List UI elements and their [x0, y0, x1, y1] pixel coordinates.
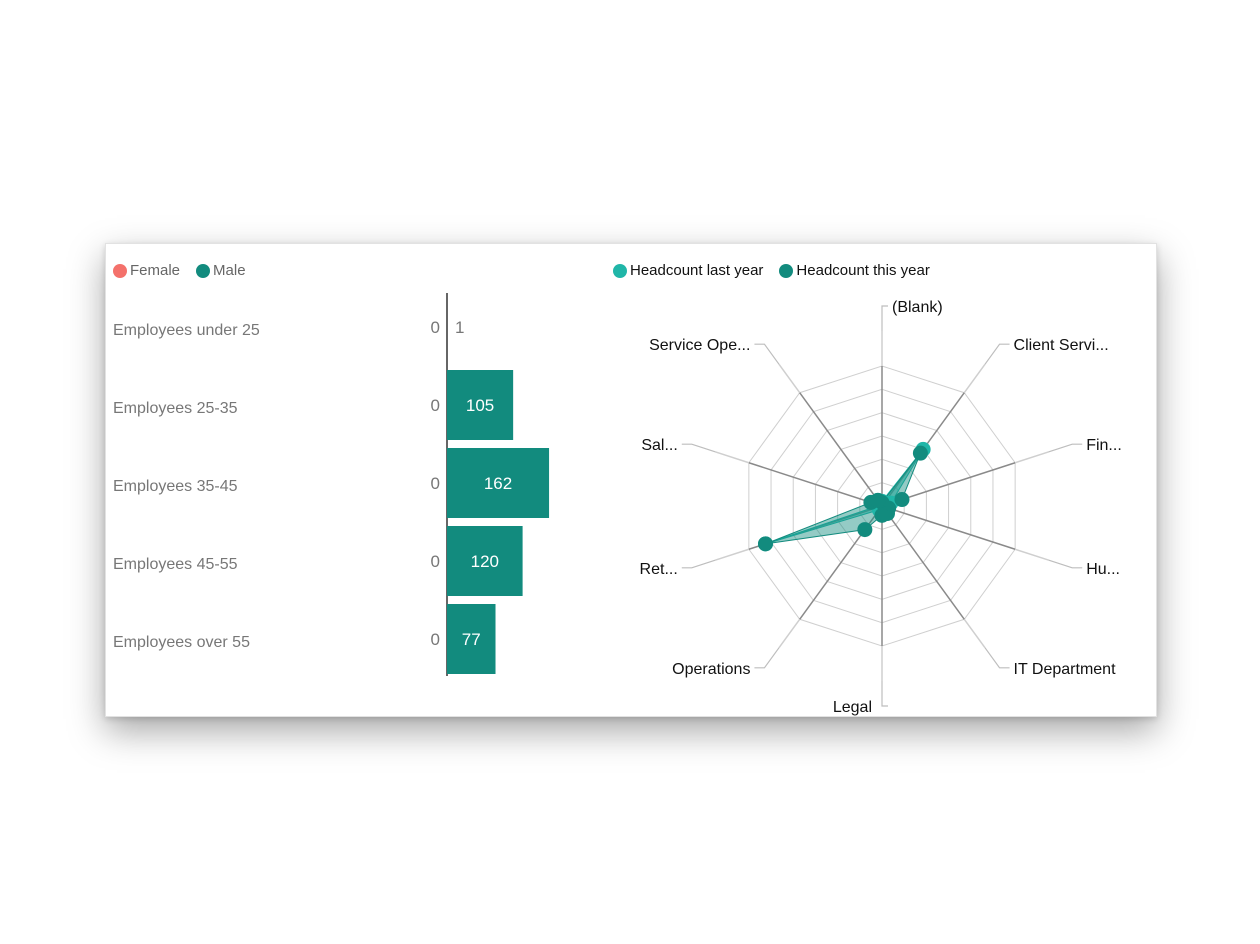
radar-label-leader [754, 647, 780, 669]
radar-axis-extension [963, 363, 986, 394]
female-value-label: 0 [431, 318, 440, 337]
this-year-legend-dot [779, 263, 794, 278]
radar-point-this-year[interactable] [874, 507, 890, 523]
last-year-legend-dot [613, 263, 627, 278]
male-value-label: 162 [484, 474, 512, 493]
radar-axis-label: Legal [833, 699, 872, 716]
male-bar[interactable] [447, 448, 550, 518]
radar-axis-label: Sal... [641, 437, 677, 454]
legend-item-female[interactable]: Female [113, 262, 180, 279]
radar-axis-label: (Blank) [892, 299, 943, 316]
male-bar[interactable] [447, 604, 496, 674]
radar-point-this-year[interactable] [757, 536, 773, 552]
radar-chart: (Blank) Client Servi... Fin... Hu... IT Depa… [640, 299, 1122, 716]
male-value-label: 105 [466, 396, 494, 415]
female-value-label: 0 [431, 474, 440, 493]
radar-label-leader [881, 305, 888, 331]
category-label-35-45: Employees 35-45 [113, 478, 238, 495]
female-legend-dot [113, 263, 127, 278]
radar-axis-label: IT Department [1014, 661, 1117, 678]
radar-axis-line [881, 505, 1016, 550]
radar-point-this-year[interactable] [912, 445, 928, 461]
radar-axis-label: Operations [672, 661, 750, 678]
radar-axis-line [799, 392, 883, 507]
dashboard-card: Female Male Employees under 25 Employees… [105, 243, 1157, 717]
radar-axis-label: Hu... [1086, 561, 1120, 578]
radar-axis-extension [1014, 548, 1049, 561]
radar-axis-extension [778, 618, 801, 649]
radar-axis-extension [715, 451, 750, 464]
radar-axis-line [748, 462, 883, 507]
male-legend-dot [196, 263, 211, 278]
female-value-label: 0 [431, 396, 440, 415]
radar-label-leader [984, 647, 1010, 669]
male-value-label: 120 [471, 552, 499, 571]
category-label-over-55: Employees over 55 [113, 634, 250, 651]
radar-label-leader [754, 343, 780, 365]
radar-label-leader [881, 681, 888, 707]
radar-label-leader [681, 443, 716, 453]
radar-label-leader [681, 559, 716, 569]
legend-item-headcount-last-year[interactable]: Headcount last year [613, 262, 763, 279]
radar-axis-extension [715, 548, 750, 561]
radar-label-leader [984, 343, 1010, 365]
radar-axis-extension [1014, 451, 1049, 464]
legend-item-male[interactable]: Male [196, 262, 246, 279]
radar-axis-label: Fin... [1086, 437, 1122, 454]
radar-axis-line [881, 505, 965, 620]
radar-axis-label: Service Ope... [649, 337, 750, 354]
radar-label-leader [1048, 443, 1083, 453]
category-label-under-25: Employees under 25 [113, 322, 260, 339]
radar-axis-label: Client Servi... [1014, 337, 1109, 354]
legend-label-male: Male [213, 262, 246, 279]
radar-label-leader [1048, 559, 1083, 569]
radar-point-this-year[interactable] [894, 492, 910, 508]
male-value-label: 1 [455, 318, 464, 337]
pyramid-legend: Female Male [113, 262, 262, 279]
female-value-label: 0 [431, 552, 440, 571]
male-value-label: 77 [462, 630, 481, 649]
legend-label-last-year: Headcount last year [630, 262, 764, 279]
radar-axis-extension [778, 363, 801, 394]
radar-axis-label: Ret... [640, 561, 678, 578]
legend-label-female: Female [130, 262, 181, 279]
legend-label-this-year: Headcount this year [796, 262, 930, 279]
male-bar[interactable] [447, 370, 514, 440]
radar-axis-extension [963, 618, 986, 649]
female-value-label: 0 [431, 630, 440, 649]
category-label-45-55: Employees 45-55 [113, 556, 238, 573]
radar-point-this-year[interactable] [857, 522, 873, 538]
male-bar[interactable] [447, 526, 523, 596]
radar-point-this-year[interactable] [870, 492, 886, 508]
radar-legend: Headcount last year Headcount this year [613, 262, 946, 279]
legend-item-headcount-this-year[interactable]: Headcount this year [779, 262, 930, 279]
category-label-25-35: Employees 25-35 [113, 400, 238, 417]
